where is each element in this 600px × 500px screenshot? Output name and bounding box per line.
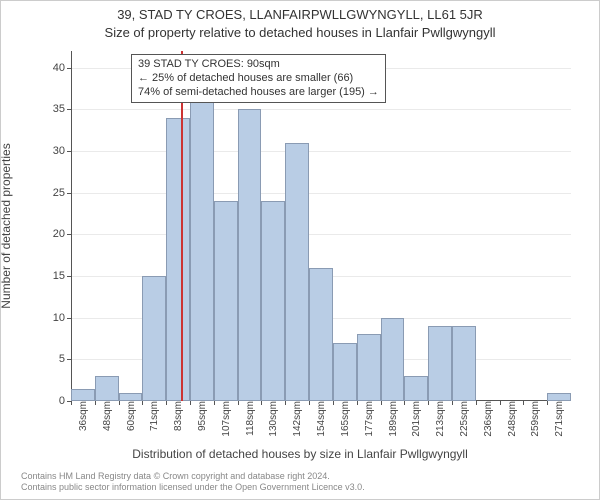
x-tick [166, 401, 167, 405]
histogram-bar [381, 318, 405, 401]
x-tick-label: 83sqm [169, 401, 184, 431]
x-tick-label: 130sqm [264, 401, 279, 437]
x-tick-label: 107sqm [217, 401, 232, 437]
histogram-bar [452, 326, 476, 401]
histogram-bar [142, 276, 166, 401]
x-tick [285, 401, 286, 405]
y-tick-label: 0 [59, 395, 71, 407]
x-tick [452, 401, 453, 405]
chart-title-line1: 39, STAD TY CROES, LLANFAIRPWLLGWYNGYLL,… [1, 7, 599, 22]
y-tick-label: 5 [59, 353, 71, 365]
gridline [71, 193, 571, 194]
footer-line1: Contains HM Land Registry data © Crown c… [21, 471, 365, 482]
infobox-line2: ← 25% of detached houses are smaller (66… [138, 72, 379, 86]
x-tick [309, 401, 310, 405]
footer-line2: Contains public sector information licen… [21, 482, 365, 493]
y-tick-label: 40 [53, 62, 71, 74]
x-tick [119, 401, 120, 405]
y-tick-label: 35 [53, 103, 71, 115]
infobox-line1: 39 STAD TY CROES: 90sqm [138, 58, 379, 72]
y-tick-label: 15 [53, 270, 71, 282]
x-tick-label: 118sqm [241, 401, 256, 436]
x-tick [333, 401, 334, 405]
x-tick-label: 142sqm [288, 401, 303, 437]
histogram-bar [428, 326, 452, 401]
x-tick-label: 177sqm [360, 401, 375, 437]
histogram-bar [214, 201, 238, 401]
gridline [71, 109, 571, 110]
gridline [71, 234, 571, 235]
y-axis-title: Number of detached properties [0, 143, 13, 308]
histogram-bar [261, 201, 285, 401]
x-tick [190, 401, 191, 405]
histogram-bar [547, 393, 571, 401]
histogram-bar [71, 389, 95, 402]
histogram-bar [404, 376, 428, 401]
x-tick-label: 271sqm [550, 401, 565, 437]
infobox-line3: 74% of semi-detached houses are larger (… [138, 86, 379, 100]
x-tick-label: 248sqm [503, 401, 518, 437]
y-tick-label: 20 [53, 228, 71, 240]
x-tick-label: 95sqm [193, 401, 208, 431]
y-tick-label: 25 [53, 187, 71, 199]
chart-title-line2: Size of property relative to detached ho… [1, 25, 599, 40]
x-tick [238, 401, 239, 405]
chart-frame: 39, STAD TY CROES, LLANFAIRPWLLGWYNGYLL,… [0, 0, 600, 500]
histogram-bar [166, 118, 190, 401]
x-tick-label: 236sqm [479, 401, 494, 437]
x-tick [357, 401, 358, 405]
x-tick [95, 401, 96, 405]
property-info-box: 39 STAD TY CROES: 90sqm← 25% of detached… [131, 54, 386, 103]
x-tick-label: 189sqm [384, 401, 399, 437]
histogram-bar [190, 84, 214, 401]
x-tick [261, 401, 262, 405]
x-tick-label: 71sqm [145, 401, 160, 431]
histogram-bar [238, 109, 262, 401]
x-tick [476, 401, 477, 405]
gridline [71, 151, 571, 152]
x-tick-label: 213sqm [431, 401, 446, 437]
x-tick [142, 401, 143, 405]
histogram-bar [95, 376, 119, 401]
x-tick [214, 401, 215, 405]
x-tick-label: 165sqm [336, 401, 351, 437]
x-tick-label: 48sqm [98, 401, 113, 431]
histogram-bar [119, 393, 143, 401]
x-tick-label: 259sqm [526, 401, 541, 437]
y-tick-label: 30 [53, 145, 71, 157]
x-tick-label: 60sqm [122, 401, 137, 431]
x-tick [381, 401, 382, 405]
histogram-bar [333, 343, 357, 401]
x-tick [428, 401, 429, 405]
x-axis-title: Distribution of detached houses by size … [1, 447, 599, 461]
property-marker-line [181, 51, 183, 401]
x-tick [404, 401, 405, 405]
x-tick-label: 201sqm [407, 401, 422, 437]
histogram-bar [285, 143, 309, 401]
plot-area: 051015202530354036sqm48sqm60sqm71sqm83sq… [71, 51, 571, 401]
x-tick-label: 36sqm [74, 401, 89, 431]
x-tick-label: 154sqm [312, 401, 327, 437]
x-tick [500, 401, 501, 405]
histogram-bar [357, 334, 381, 401]
histogram-bar [309, 268, 333, 401]
x-tick [547, 401, 548, 405]
x-tick [523, 401, 524, 405]
x-tick-label: 225sqm [455, 401, 470, 437]
y-tick-label: 10 [53, 312, 71, 324]
footer-attribution: Contains HM Land Registry data © Crown c… [21, 471, 365, 493]
x-tick [71, 401, 72, 405]
